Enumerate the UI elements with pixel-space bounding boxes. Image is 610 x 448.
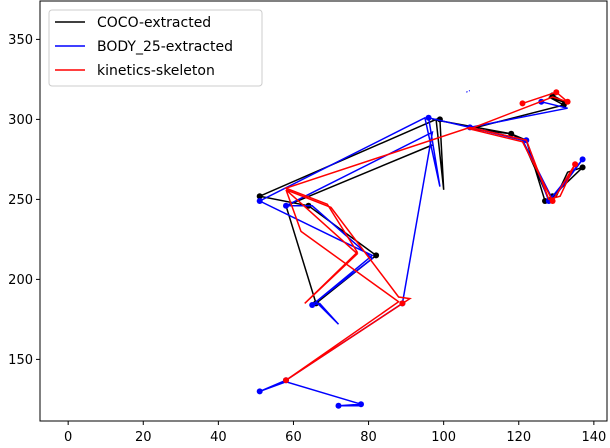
point-body-25-extracted-4 (579, 156, 586, 163)
y-tick-label-250: 250 (8, 193, 33, 208)
stray-mark-0 (466, 90, 471, 93)
point-kinetics-skeleton-4 (572, 161, 579, 168)
y-tick-label-350: 350 (8, 33, 33, 48)
x-tick-label-20: 20 (135, 430, 152, 445)
x-tick-label-40: 40 (210, 430, 227, 445)
point-body-25-extracted-5 (425, 114, 432, 121)
y-tick-label-150: 150 (8, 353, 33, 368)
plot-area (256, 89, 586, 409)
point-kinetics-skeleton-1 (553, 89, 560, 96)
point-body-25-extracted-12 (358, 401, 364, 408)
x-tick-label-120: 120 (506, 430, 531, 445)
series-line-body-25-extracted (258, 101, 584, 407)
point-body-25-extracted-13 (335, 402, 342, 409)
series-line-kinetics-skeleton (283, 91, 576, 381)
point-body-25-extracted-8 (283, 202, 289, 209)
x-tick-label-100: 100 (431, 430, 456, 445)
x-axis: 0 20 40 60 80 100 120 140 (64, 421, 606, 445)
legend-label-body-25-extracted: BODY_25-extracted (97, 39, 233, 55)
point-body-25-extracted-11 (256, 388, 263, 395)
point-body-25-extracted-6 (256, 198, 263, 204)
x-tick-label-60: 60 (285, 430, 302, 445)
point-body-25-extracted-7 (309, 302, 316, 308)
y-tick-label-200: 200 (8, 273, 33, 288)
plot-frame (39, 0, 608, 422)
x-tick-label-80: 80 (360, 430, 377, 445)
legend-label-kinetics-skeleton: kinetics-skeleton (97, 63, 215, 79)
point-coco-extracted-9 (373, 252, 380, 259)
legend-label-coco-extracted: COCO-extracted (97, 15, 211, 31)
point-kinetics-skeleton-0 (519, 100, 526, 107)
point-kinetics-skeleton-3 (549, 198, 556, 204)
legend: COCO-extracted BODY_25-extracted kinetics-… (48, 9, 263, 87)
point-kinetics-skeleton-2 (564, 98, 571, 105)
legend-box (48, 9, 263, 87)
point-coco-extracted-7 (256, 193, 263, 200)
point-coco-extracted-2 (508, 130, 515, 137)
point-coco-extracted-5 (579, 164, 586, 171)
y-axis: 150 200 250 300 350 (8, 33, 40, 368)
x-tick-label-0: 0 (64, 430, 72, 445)
point-kinetics-skeleton-5 (399, 300, 406, 307)
point-kinetics-skeleton-6 (283, 377, 289, 384)
y-tick-label-300: 300 (8, 113, 33, 128)
x-tick-label-140: 140 (581, 430, 606, 445)
